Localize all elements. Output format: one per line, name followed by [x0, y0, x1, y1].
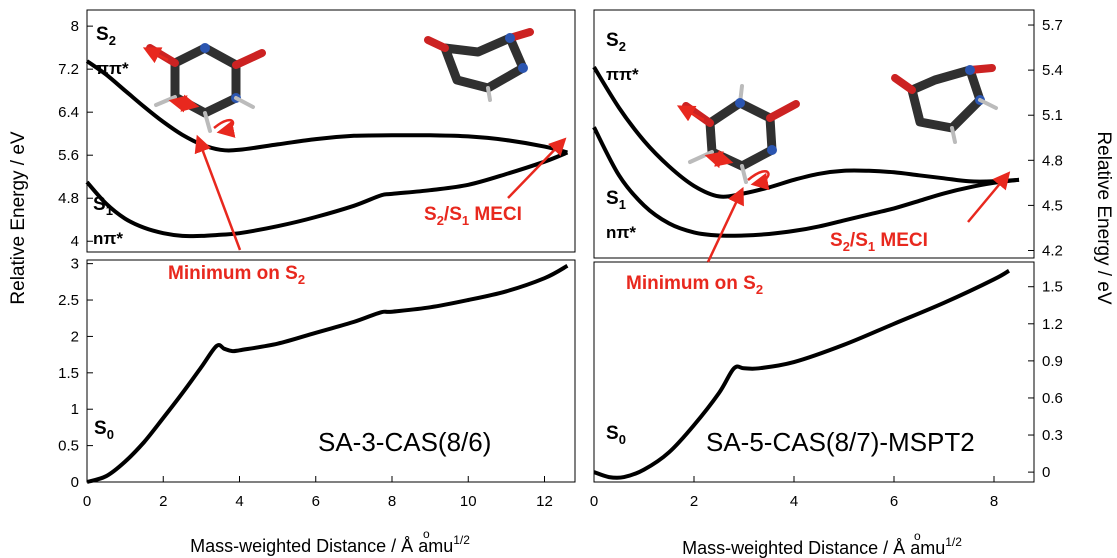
- series-s1-line: [85, 150, 569, 239]
- x-tick-label: 0: [83, 493, 91, 510]
- y-tick-label: 1.2: [1042, 316, 1063, 333]
- molecule-uracil-icon: [146, 43, 266, 133]
- state-label-s0: S0: [94, 418, 114, 442]
- plot-frame-upper: [86, 9, 576, 253]
- x-tick-label: 0: [590, 493, 598, 510]
- plot-frame-upper: [593, 9, 1035, 259]
- series-s1-line: [592, 126, 1020, 238]
- state-label-s2-pipi: ππ*: [606, 65, 639, 84]
- x-tick-label: 12: [536, 493, 553, 510]
- svg-text:S2/S1 MECI: S2/S1 MECI: [830, 230, 928, 254]
- state-label-s1-npi: nπ*: [93, 229, 123, 248]
- x-tick-label: 2: [159, 493, 167, 510]
- y-tick-label: 0: [1042, 464, 1050, 481]
- plot-frame-lower: [593, 261, 1035, 483]
- annotation-meci: S2/S1 MECI: [830, 171, 1011, 254]
- angstrom-ring: o: [914, 529, 921, 543]
- state-label-s1-npi: nπ*: [606, 223, 636, 242]
- y-tick-label: 4.2: [1042, 242, 1063, 259]
- panel-label: SA-5-CAS(8/7)-MSPT2: [706, 427, 975, 457]
- curves: [592, 66, 1020, 480]
- x-axis-label: Mass-weighted Distance / Å amu1/2: [190, 533, 470, 556]
- annotation-minimum: Minimum on S2: [168, 134, 305, 287]
- vibration-arrows-icon: [676, 105, 770, 191]
- annotation-minimum: Minimum on S2: [626, 186, 763, 297]
- y-tick-label: 2: [71, 328, 79, 345]
- y-tick-label: 8: [71, 18, 79, 35]
- y-axis-label-left: Relative Energy / eV: [8, 131, 29, 305]
- x-tick-label: 6: [890, 493, 898, 510]
- vibration-arrows-icon: [142, 47, 236, 138]
- series-s2-line: [85, 59, 568, 155]
- y-tick-label: 5.1: [1042, 107, 1063, 124]
- axis-ticks: 0 2 4 6 8 4.2 4.5 4.8 5.1 5.4 5.7 0 0.3 0.6 0.9 1.2 1.5: [590, 17, 1063, 510]
- y-tick-label: 5.6: [58, 147, 79, 164]
- molecule-meci-icon: [891, 64, 998, 144]
- state-label-s2-pipi: ππ*: [96, 59, 129, 78]
- y-tick-label: 1.5: [58, 365, 79, 382]
- svg-text:Minimum on S2: Minimum on S2: [168, 263, 305, 287]
- y-tick-label: 0.3: [1042, 427, 1063, 444]
- y-tick-label: 0.5: [58, 438, 79, 455]
- svg-text:Minimum on S2: Minimum on S2: [626, 273, 763, 297]
- molecule-meci-icon: [424, 28, 534, 102]
- y-tick-label: 1.5: [1042, 279, 1063, 296]
- series-s2-line: [592, 66, 1020, 199]
- series-s0-line: [593, 268, 1011, 480]
- y-tick-label: 4.8: [58, 190, 79, 207]
- x-tick-label: 2: [690, 493, 698, 510]
- y-tick-label: 0: [71, 474, 79, 491]
- annotation-meci: S2/S1 MECI: [424, 137, 567, 228]
- y-tick-label: 0.6: [1042, 390, 1063, 407]
- y-tick-label: 4: [71, 233, 79, 250]
- x-tick-label: 10: [460, 493, 477, 510]
- y-tick-label: 4.8: [1042, 152, 1063, 169]
- svg-text:S2/S1 MECI: S2/S1 MECI: [424, 204, 522, 228]
- state-labels: S2 ππ* S1 nπ* S0: [93, 24, 129, 442]
- molecule-uracil-icon: [682, 84, 800, 184]
- y-tick-label: 2.5: [58, 292, 79, 309]
- y-tick-label: 1: [71, 401, 79, 418]
- x-tick-label: 6: [312, 493, 320, 510]
- y-tick-label: 3: [71, 256, 79, 273]
- plot-frame-lower: [86, 259, 576, 483]
- series-s0-line: [86, 264, 569, 484]
- state-label-s0: S0: [606, 423, 626, 447]
- x-tick-label: 8: [388, 493, 396, 510]
- panel-left: 0 2 4 6 8 10 12 4 4.8 5.6 6.4 7.2 8 0 0.5 1 1.5 2 2.5 3 S2 …: [58, 9, 576, 556]
- y-tick-label: 5.7: [1042, 17, 1063, 34]
- state-label-s1: S1: [606, 188, 626, 212]
- panel-label: SA-3-CAS(8/6): [318, 427, 491, 457]
- y-tick-label: 6.4: [58, 104, 79, 121]
- x-tick-label: 4: [790, 493, 798, 510]
- x-tick-label: 8: [990, 493, 998, 510]
- y-axis-label-right: Relative Energy / eV: [1093, 131, 1114, 305]
- x-axis-label: Mass-weighted Distance / Å amu1/2: [682, 535, 962, 558]
- angstrom-ring: o: [423, 527, 430, 541]
- y-tick-label: 4.5: [1042, 197, 1063, 214]
- y-tick-label: 5.4: [1042, 62, 1063, 79]
- panel-right: 0 2 4 6 84.24.54.85.15.45.700.30.60.91.21.5 …: [590, 9, 1063, 558]
- curves: [85, 59, 569, 484]
- state-label-s1: S1: [93, 194, 113, 218]
- axis-ticks: 0 2 4 6 8 10 12 4 4.8 5.6 6.4 7.2 8 0 0.5 1 1.5 2 2.5 3: [58, 18, 553, 510]
- y-tick-label: 0.9: [1042, 353, 1063, 370]
- state-label-s2: S2: [96, 24, 116, 48]
- x-tick-label: 4: [235, 493, 243, 510]
- y-tick-label: 7.2: [58, 61, 79, 78]
- state-label-s2: S2: [606, 30, 626, 54]
